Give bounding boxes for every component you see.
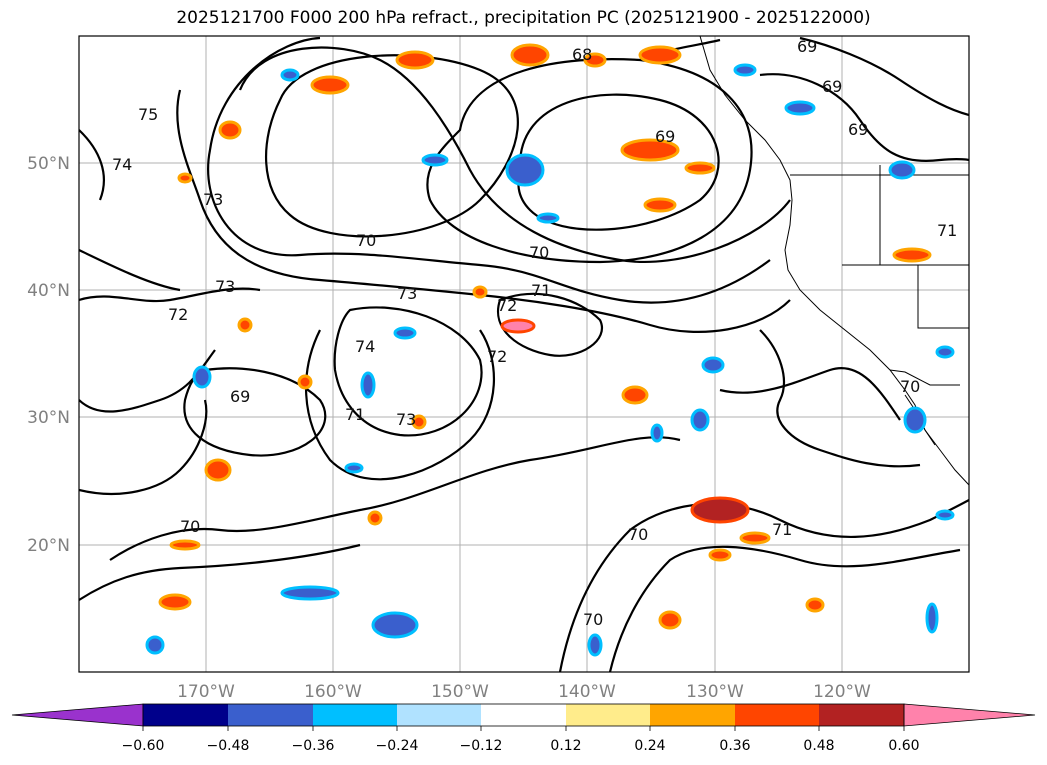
colorbar-tick: 0.24 — [634, 738, 665, 754]
lon-label: 150°W — [431, 682, 489, 702]
contour-label: 72 — [497, 296, 517, 315]
contour-label: 70 — [180, 517, 200, 536]
contour-label: 70 — [356, 231, 376, 250]
lat-label: 40°N — [27, 281, 70, 301]
contour-label: 74 — [355, 337, 375, 356]
colorbar-tick: 0.12 — [550, 738, 581, 754]
contour-label: 73 — [215, 277, 235, 296]
contour-label: 69 — [797, 37, 817, 56]
colorbar-segment — [228, 704, 313, 726]
colorbar-segment — [735, 704, 819, 726]
contour-label: 75 — [138, 105, 158, 124]
contour-label: 69 — [655, 127, 675, 146]
colorbar-tick: −0.24 — [376, 738, 419, 754]
lon-label: 120°W — [813, 682, 871, 702]
contour-label: 73 — [397, 284, 417, 303]
contour-label: 69 — [230, 387, 250, 406]
contour-label: 72 — [487, 347, 507, 366]
lat-label: 50°N — [27, 154, 70, 174]
colorbar-extend-low — [11, 703, 144, 727]
contour-label: 74 — [112, 155, 132, 174]
contour-label: 68 — [572, 45, 592, 64]
contour-label: 71 — [345, 405, 365, 424]
colorbar-tick: 0.48 — [803, 738, 834, 754]
colorbar-tick: −0.12 — [460, 738, 503, 754]
colorbar-tick: −0.60 — [122, 738, 165, 754]
colorbar-segment — [313, 704, 397, 726]
contour-label: 73 — [203, 190, 223, 209]
lat-label: 30°N — [27, 408, 70, 428]
contour-labels: 68 69 69 69 69 75 74 73 73 72 70 73 71 7… — [112, 37, 957, 629]
lon-label: 170°W — [177, 682, 235, 702]
contour-label: 71 — [531, 281, 551, 300]
lon-label: 140°W — [558, 682, 616, 702]
colorbar-segment — [819, 704, 904, 726]
contour-label: 70 — [628, 525, 648, 544]
map-title: 2025121700 F000 200 hPa refract., precip… — [176, 8, 871, 28]
contour-label: 70 — [583, 610, 603, 629]
contour-label: 70 — [529, 243, 549, 262]
contour-label: 72 — [168, 305, 188, 324]
colorbar-segment — [143, 704, 228, 726]
colorbar-segment — [397, 704, 481, 726]
map-frame — [78, 35, 970, 673]
contour-label: 70 — [900, 377, 920, 396]
lon-label: 130°W — [686, 682, 744, 702]
contour-label: 69 — [848, 120, 868, 139]
longitude-labels: 170°W 160°W 150°W 140°W 130°W 120°W — [177, 682, 871, 702]
colorbar-segment — [566, 704, 650, 726]
negative-anomaly-blob — [145, 63, 955, 657]
colorbar-tick: −0.48 — [207, 738, 250, 754]
contour-label: 73 — [396, 410, 416, 429]
colorbar: −0.60 −0.48 −0.36 −0.24 −0.12 0.12 0.24 … — [11, 703, 1036, 754]
lon-label: 160°W — [304, 682, 362, 702]
latitude-labels: 50°N 40°N 30°N 20°N — [27, 154, 70, 556]
contour-label: 69 — [822, 77, 842, 96]
colorbar-segment — [481, 704, 566, 726]
positive-anomaly-blob — [158, 43, 932, 630]
lat-label: 20°N — [27, 536, 70, 556]
colorbar-segment — [650, 704, 735, 726]
colorbar-tick: 0.60 — [888, 738, 919, 754]
contour-label: 71 — [937, 221, 957, 240]
colorbar-extend-high — [903, 703, 1036, 727]
colorbar-tick: 0.36 — [719, 738, 750, 754]
precip-fields — [145, 43, 955, 657]
contour-label: 71 — [772, 520, 792, 539]
colorbar-tick: −0.36 — [292, 738, 335, 754]
